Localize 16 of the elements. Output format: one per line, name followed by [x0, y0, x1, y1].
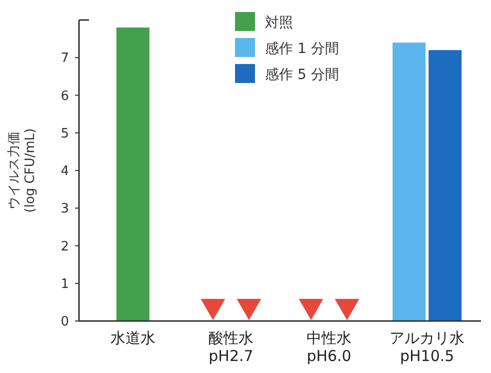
y-axis-title: ウイルス力価 (log CFU/mL) — [7, 128, 38, 213]
y-tick-label: 4 — [60, 164, 69, 180]
y-tick-label: 6 — [60, 88, 69, 104]
x-tick-label: 水道水 — [110, 329, 156, 347]
x-tick-label: 酸性水 pH2.7 — [208, 329, 254, 365]
y-tick-label: 7 — [60, 51, 69, 66]
y-tick-label: 0 — [60, 314, 69, 330]
x-tick-label: アルカリ水 pH10.5 — [390, 329, 465, 365]
legend-label: 感作 5 分間 — [265, 66, 339, 83]
y-tick-label: 3 — [60, 202, 69, 217]
y-tick-label: 2 — [60, 239, 69, 254]
y-tick-label: 1 — [60, 276, 69, 292]
legend-label: 感作 1 分間 — [265, 40, 339, 57]
y-tick-label: 5 — [60, 126, 69, 142]
x-tick-label: 中性水 pH6.0 — [306, 329, 352, 365]
legend-label: 対照 — [265, 14, 293, 31]
